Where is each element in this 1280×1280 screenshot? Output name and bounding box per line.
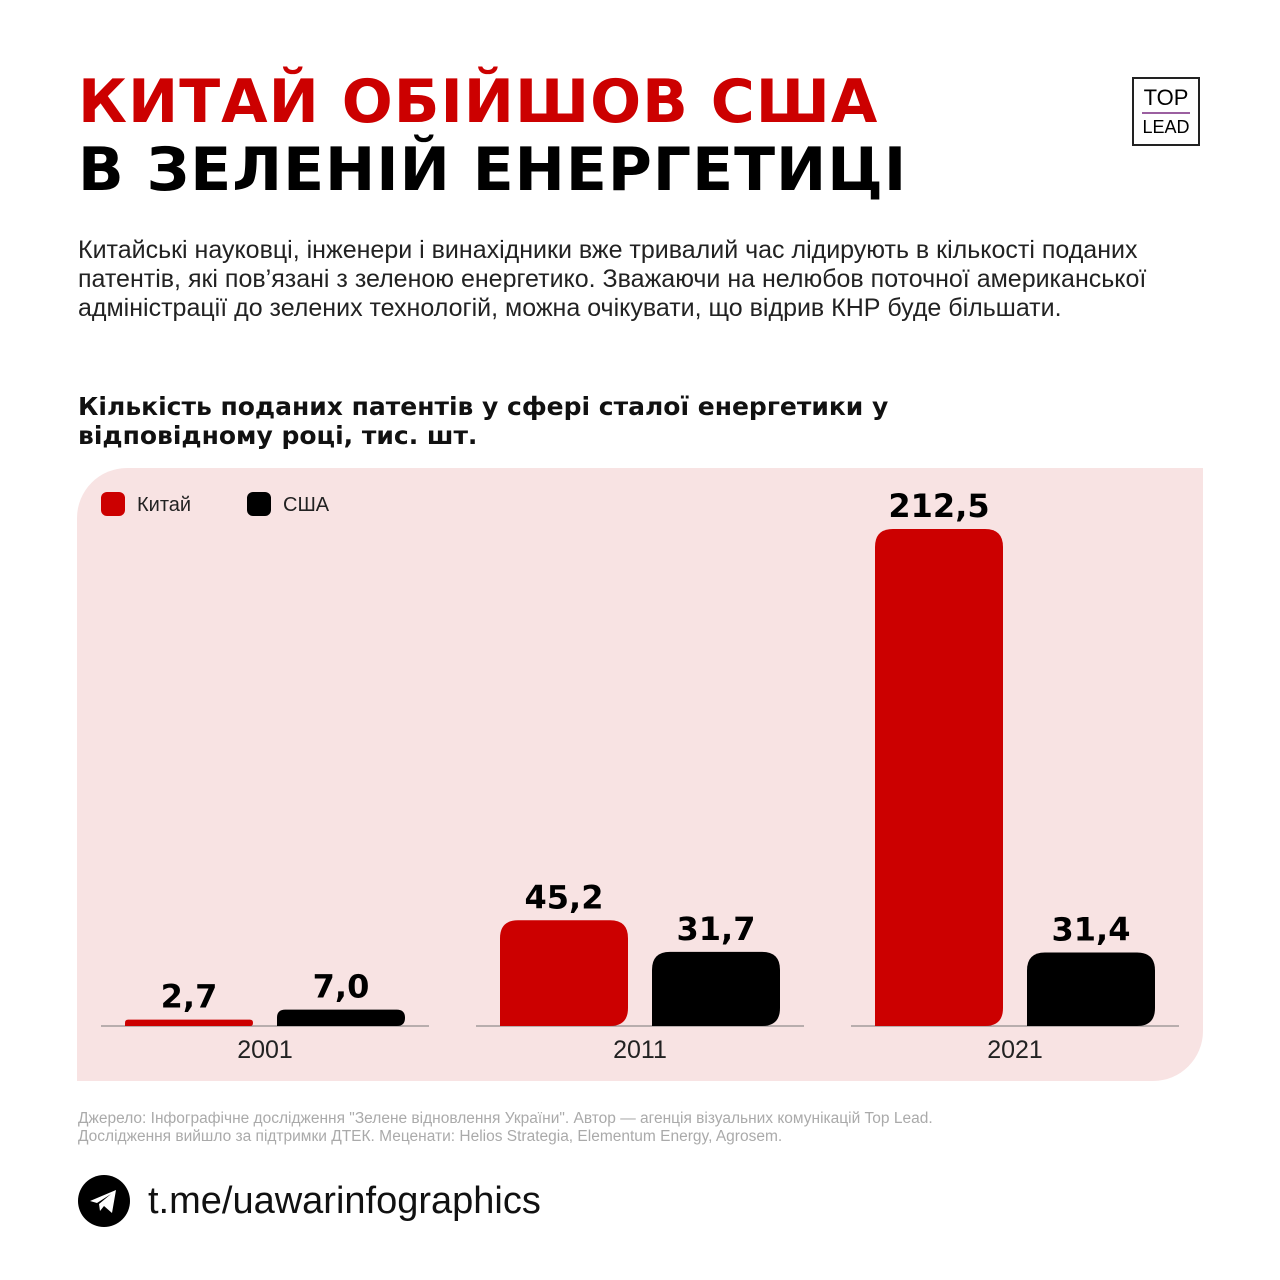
- logo-bottom: LEAD: [1142, 117, 1190, 137]
- bar-2011-china: [500, 920, 628, 1026]
- data-label: 31,4: [1052, 911, 1131, 949]
- x-tick-label: 2001: [237, 1036, 293, 1064]
- telegram-link[interactable]: t.me/uawarinfographics: [78, 1175, 541, 1227]
- data-label: 7,0: [313, 968, 370, 1006]
- top-lead-logo: TOP LEAD: [1132, 77, 1200, 146]
- data-label: 2,7: [161, 978, 218, 1016]
- x-tick-label: 2021: [987, 1036, 1043, 1064]
- data-label: 212,5: [888, 487, 989, 525]
- data-label: 31,7: [677, 910, 756, 948]
- data-label: 45,2: [525, 878, 604, 916]
- source-line-2: Дослідження вийшло за підтримки ДТЕК. Ме…: [78, 1128, 783, 1145]
- telegram-icon: [78, 1175, 130, 1227]
- source-line-1: Джерело: Інфографічне дослідження "Зелен…: [78, 1110, 933, 1127]
- logo-top: TOP: [1143, 85, 1189, 110]
- legend-swatch-usa: [247, 492, 271, 516]
- chart-title: Кількість поданих патентів у сфері стало…: [78, 392, 889, 450]
- source-note: Джерело: Інфографічне дослідження "Зелен…: [78, 1110, 933, 1146]
- x-tick-label: 2011: [613, 1036, 667, 1064]
- bar-2011-usa: [652, 951, 780, 1026]
- telegram-link-text: t.me/uawarinfographics: [148, 1179, 541, 1222]
- chart-panel: [77, 468, 1203, 1081]
- legend-label: США: [283, 494, 330, 516]
- intro-text: Китайські науковці, інженери і винахідни…: [78, 236, 1147, 322]
- bar-2001-usa: [277, 1009, 405, 1026]
- bar-2001-china: [125, 1019, 253, 1026]
- bar-2021-usa: [1027, 952, 1155, 1026]
- title-line-2: В ЗЕЛЕНІЙ ЕНЕРГЕТИЦІ: [78, 135, 908, 205]
- legend-label: Китай: [137, 494, 191, 516]
- legend-swatch-china: [101, 492, 125, 516]
- bar-2021-china: [875, 529, 1003, 1026]
- title-line-1: КИТАЙ ОБІЙШОВ США: [78, 67, 879, 137]
